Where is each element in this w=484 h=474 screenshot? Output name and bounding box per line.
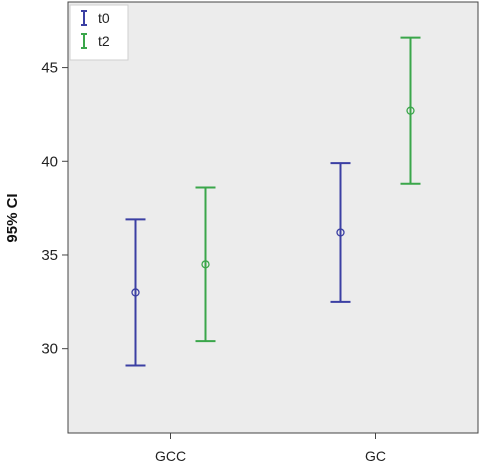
y-tick-label: 35 [41,247,58,264]
x-tick-label: GCC [155,448,186,464]
errorbar-t0-gcc [125,218,146,367]
errorbar-t2-gc [400,36,421,185]
x-tick-label: GC [365,448,386,464]
y-axis-label: 95% CI [4,193,21,242]
series-t2 [195,36,421,343]
plot-area [67,1,479,434]
y-tick-label: 30 [41,341,58,358]
axis-layer: 30 35 40 45 GCC GC [41,60,386,464]
legend-item-t2: t2 [81,33,110,49]
legend-label: t0 [98,10,110,26]
errorbar-t2-gcc [195,186,216,343]
legend-box [69,4,129,61]
errorbar-t0-gc [330,162,351,303]
legend-label: t2 [98,33,110,49]
mean-point [336,228,345,237]
y-tick-label: 45 [41,60,58,77]
legend-item-t0: t0 [81,10,110,26]
mean-point [406,106,415,115]
series-t0 [125,162,351,367]
y-tick-label: 40 [41,153,58,170]
mean-point [201,260,210,269]
series-layer [125,36,421,367]
mean-point [131,288,140,297]
